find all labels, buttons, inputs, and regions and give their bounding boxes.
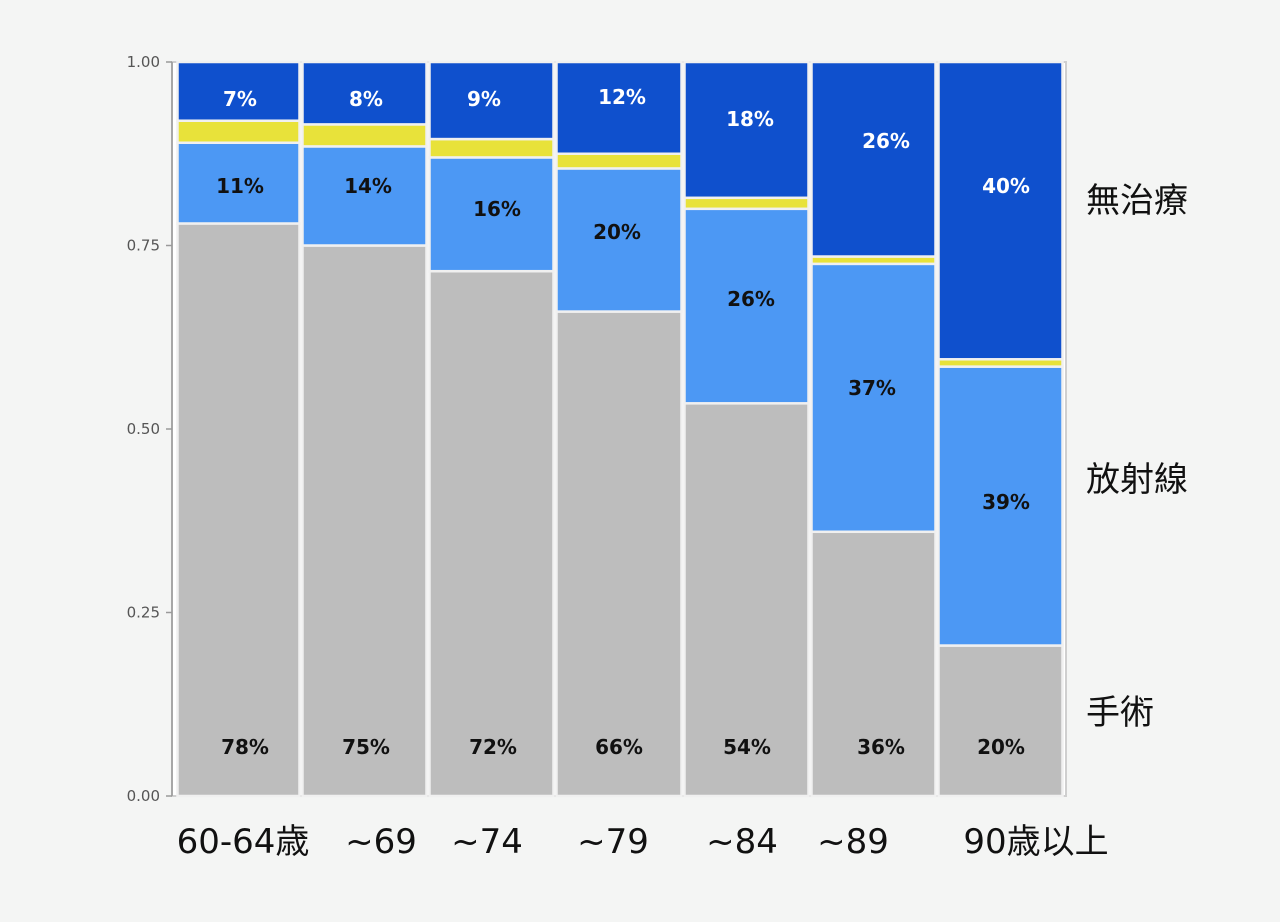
- bar-segment: [301, 244, 428, 798]
- data-label: 36%: [857, 735, 905, 759]
- x-category-label: ~69: [345, 822, 417, 862]
- data-label: 9%: [467, 87, 501, 111]
- bar-segment: [428, 137, 555, 159]
- data-label: 11%: [216, 174, 264, 198]
- legend-label: 無治療: [1086, 181, 1188, 221]
- bar-segment: [683, 207, 810, 405]
- bar-segment: [555, 167, 683, 313]
- data-label: 16%: [473, 197, 521, 221]
- bar-segment: [301, 60, 428, 126]
- bar-segment: [810, 262, 937, 534]
- y-tick-label: 0.00: [127, 787, 160, 805]
- bar-segment: [176, 141, 301, 225]
- x-category-label: ~89: [817, 822, 889, 862]
- bar-segment: [810, 530, 937, 798]
- data-label: 37%: [848, 376, 896, 400]
- bar-segment: [176, 119, 301, 144]
- bar-segment: [683, 196, 810, 211]
- bar-segment: [555, 152, 683, 170]
- bar-segment: [428, 60, 555, 141]
- y-tick-label: 0.25: [127, 604, 160, 622]
- data-label: 8%: [349, 87, 383, 111]
- bar-segment: [555, 310, 683, 798]
- bar-segment: [428, 156, 555, 273]
- bar-segment: [937, 644, 1064, 798]
- data-label: 72%: [469, 735, 517, 759]
- x-category-label: ~84: [706, 822, 778, 862]
- bar-segment: [937, 60, 1064, 361]
- bar-segment: [301, 123, 428, 148]
- data-label: 20%: [977, 735, 1025, 759]
- legend-label: 手術: [1086, 693, 1154, 733]
- data-label: 78%: [221, 735, 269, 759]
- bar-segment: [937, 365, 1064, 647]
- data-label: 18%: [726, 107, 774, 131]
- bar-segment: [176, 222, 301, 798]
- y-tick-label: 0.50: [127, 420, 160, 438]
- x-category-label: 60-64歳: [177, 822, 310, 862]
- data-label: 12%: [598, 85, 646, 109]
- data-label: 40%: [982, 174, 1030, 198]
- bar-segment: [810, 60, 937, 258]
- data-label: 14%: [344, 174, 392, 198]
- data-label: 39%: [982, 490, 1030, 514]
- data-label: 7%: [223, 87, 257, 111]
- data-label: 26%: [862, 129, 910, 153]
- bar-segment: [176, 60, 301, 122]
- x-category-label: ~74: [451, 822, 523, 862]
- data-label: 54%: [723, 735, 771, 759]
- data-label: 20%: [593, 220, 641, 244]
- x-category-label: 90歳以上: [963, 822, 1108, 862]
- data-label: 26%: [727, 287, 775, 311]
- data-label: 75%: [342, 735, 390, 759]
- bar-segment: [683, 402, 810, 798]
- legend-label: 放射線: [1086, 460, 1188, 500]
- bar-segment: [683, 60, 810, 200]
- x-category-label: ~79: [577, 822, 649, 862]
- bar-segment: [428, 269, 555, 798]
- bar-segment: [555, 60, 683, 155]
- data-label: 66%: [595, 735, 643, 759]
- y-tick-label: 0.75: [127, 237, 160, 255]
- y-tick-label: 1.00: [127, 53, 160, 71]
